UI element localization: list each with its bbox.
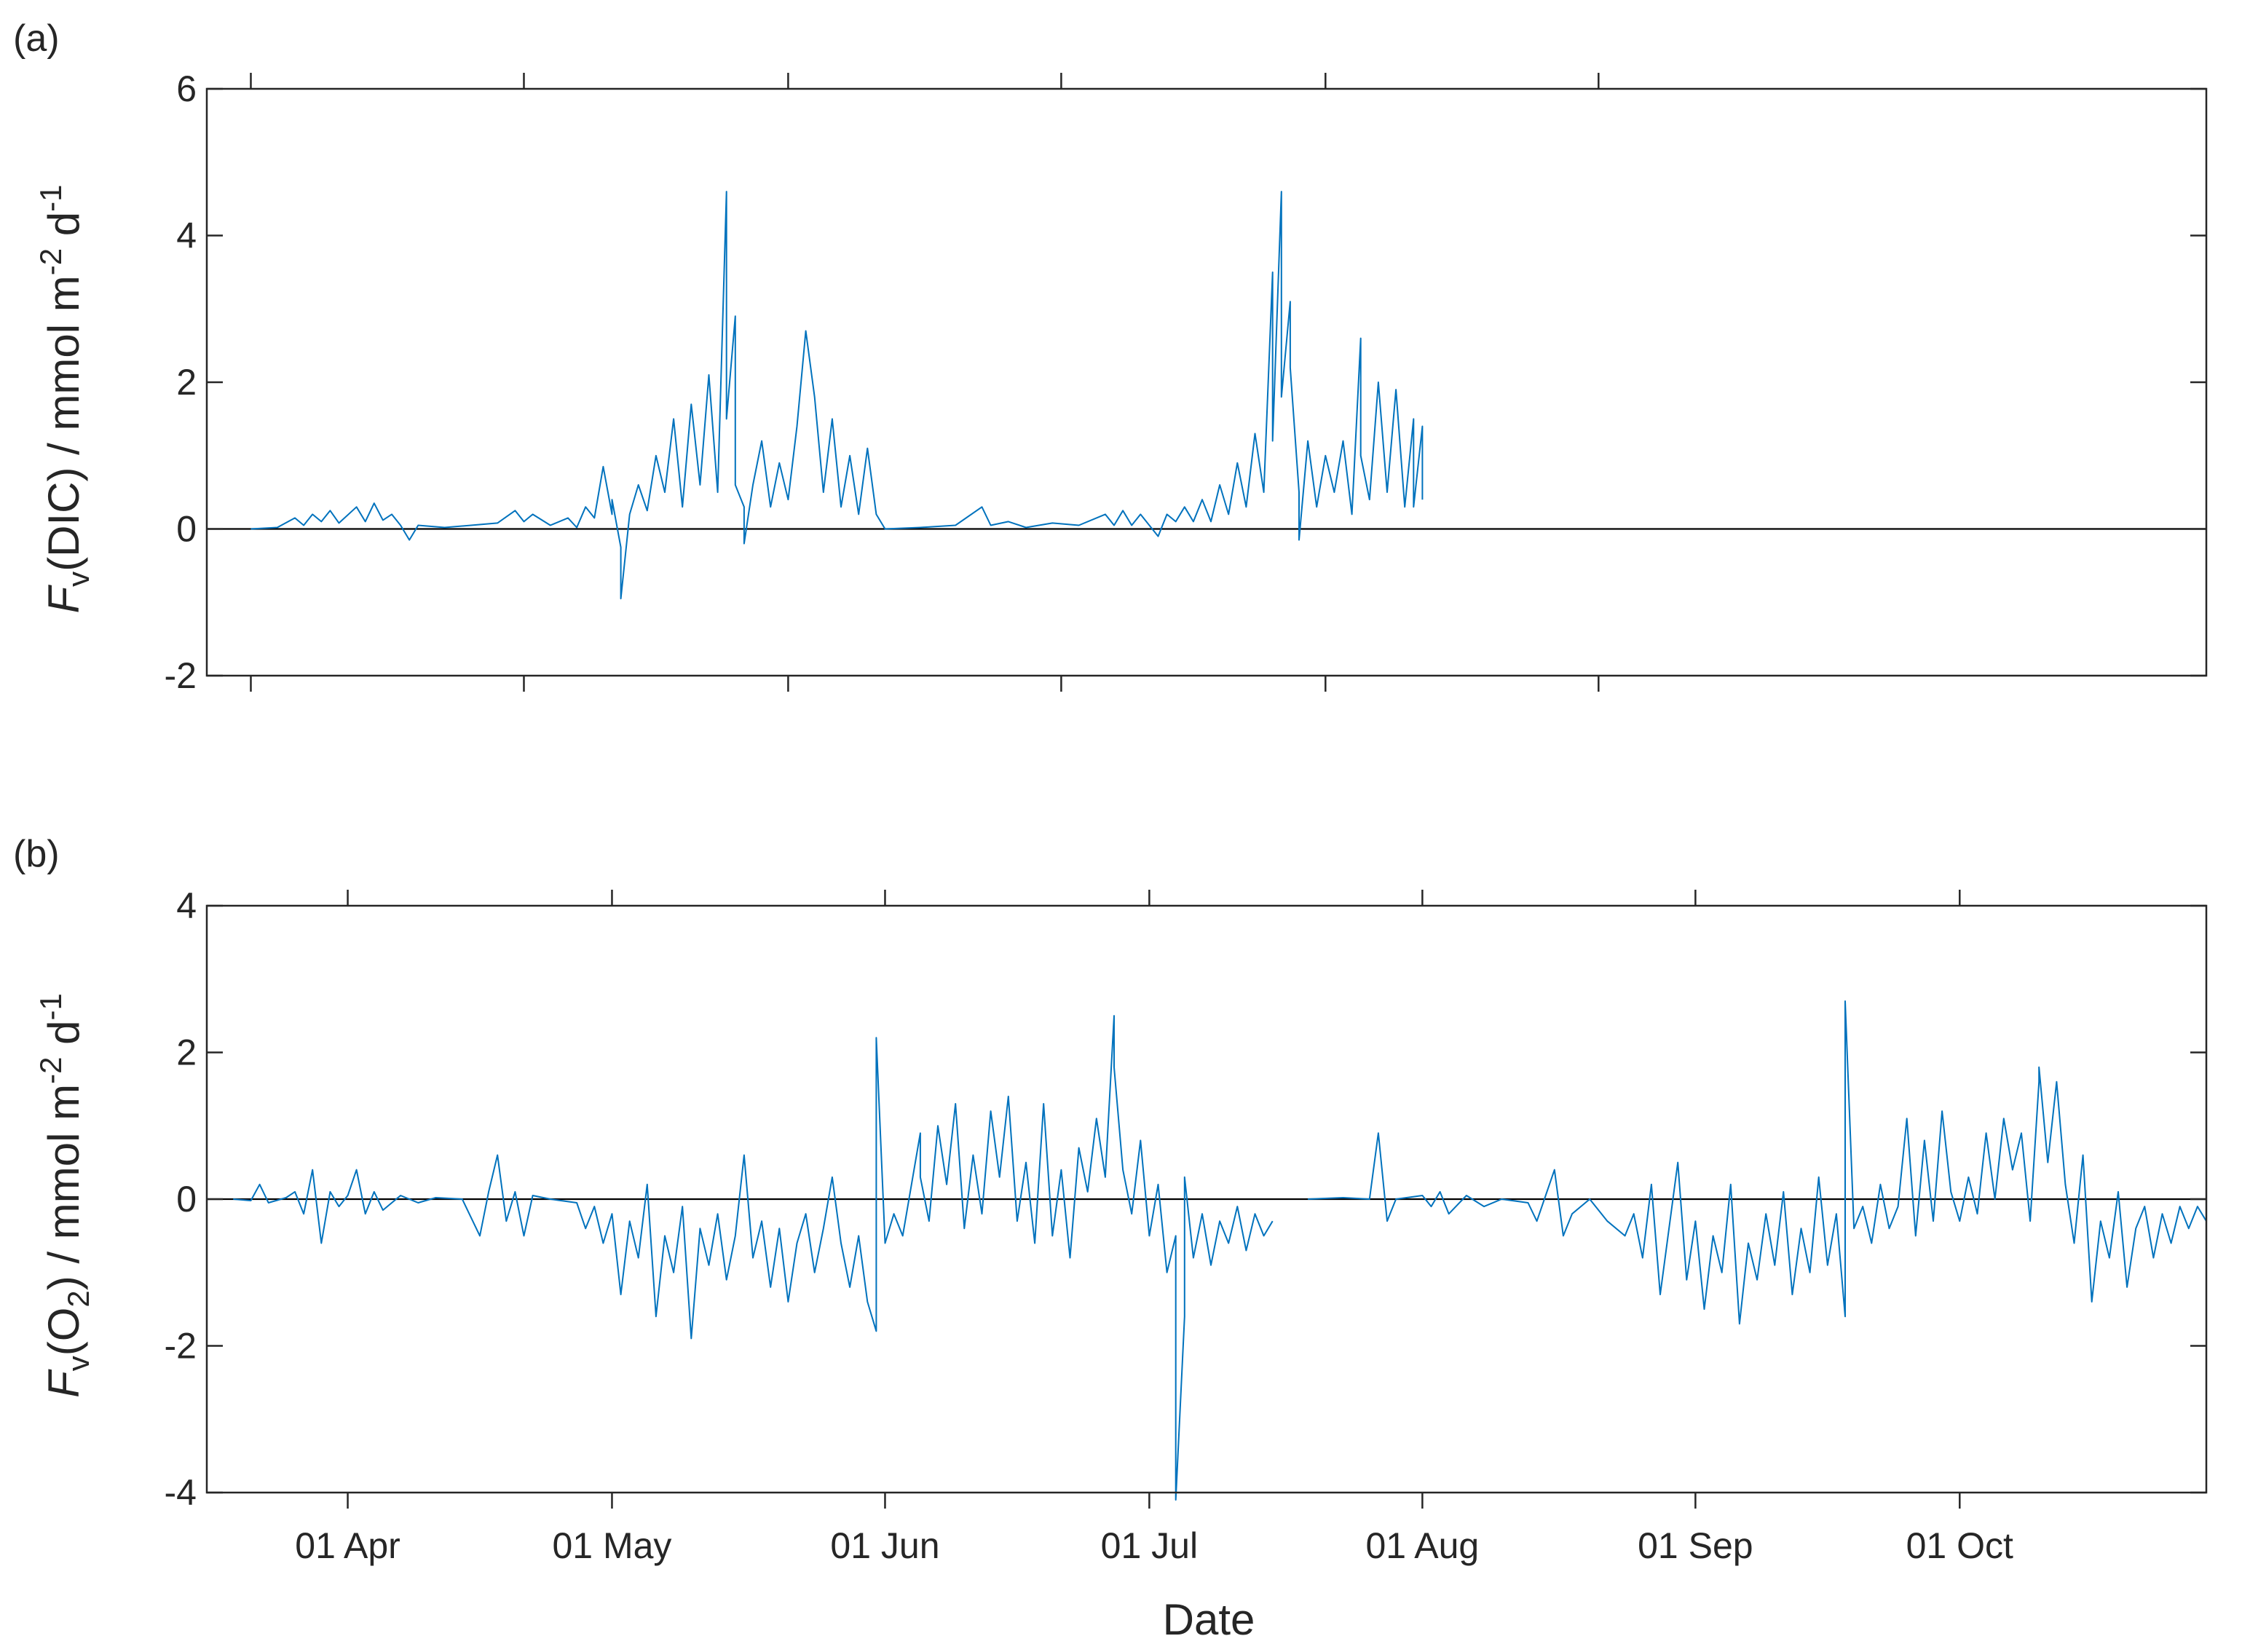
panel-a-axes-frame: [205, 87, 2208, 677]
panel-a-y-tick-label: 0: [176, 509, 197, 550]
panel-a-ylabel-unit-pre: / mmol m: [39, 275, 88, 467]
panel-b-ylabel-sup2: -1: [33, 993, 68, 1020]
panel-b-x-tick-label: 01 Jul: [1101, 1525, 1198, 1566]
panel-b-label: (b): [13, 833, 60, 875]
panel-b-ylabel-sup1: -2: [33, 1057, 68, 1084]
panel-b-x-tick-label: 01 May: [552, 1525, 671, 1566]
panel-a-y-axis-title: Fv(DIC) / mmol m-2 d-1: [33, 184, 95, 613]
panel-b-ylabel-symbol: F: [39, 1369, 88, 1398]
panel-b-x-tick-label: 01 Apr: [295, 1525, 400, 1566]
panel-b-ylabel-subscript: v: [61, 1356, 95, 1371]
panel-b-ylabel-quantity-pre: (O: [39, 1308, 88, 1356]
panel-a-ylabel-unit-mid: d: [39, 212, 88, 248]
panel-b-y-axis-title: Fv(O2) / mmol m-2 d-1: [33, 993, 95, 1398]
panel-a-ylabel-quantity: (DIC): [39, 467, 88, 572]
panel-a-label: (a): [13, 17, 60, 60]
panel-b-y-tick-label: -4: [165, 1472, 197, 1513]
panel-b-x-tick-label: 01 Aug: [1366, 1525, 1480, 1566]
panel-a-ylabel-subscript: v: [61, 572, 95, 587]
panel-a-ylabel-symbol: F: [39, 585, 88, 614]
panel-b-y-tick-label: -2: [165, 1326, 197, 1367]
panel-a-y-tick-label: 2: [176, 362, 197, 403]
panel-a-y-tick-label: 6: [176, 68, 197, 109]
panel-b-y-tick-label: 0: [176, 1179, 197, 1220]
panel-b-x-axis-title: Date: [1163, 1595, 1255, 1644]
panel-b-series-line-0: [233, 1000, 2207, 1501]
panel-a-y-tick-label: -2: [165, 655, 197, 696]
panel-a-ylabel-sup2: -1: [33, 184, 68, 211]
panel-b-o2-flux-chart: (b) Fv(O2) / mmol m-2 d-1 Date -4-202401…: [13, 833, 2208, 1644]
panel-a-y-tick-label: 4: [176, 216, 197, 256]
panel-b-x-tick-label: 01 Jun: [830, 1525, 939, 1566]
panel-a-ylabel-sup1: -2: [33, 248, 68, 275]
panel-b-y-tick-label: 4: [176, 885, 197, 926]
panel-b-y-tick-label: 2: [176, 1032, 197, 1073]
panel-b-ylabel-unit-mid: d: [39, 1020, 88, 1056]
panel-b-ylabel-quantity-post: ): [39, 1276, 88, 1290]
panel-b-ylabel-unit-pre: / mmol m: [39, 1084, 88, 1276]
panel-b-x-tick-label: 01 Sep: [1638, 1525, 1753, 1566]
panel-b-x-tick-label: 01 Oct: [1906, 1525, 2013, 1566]
panel-a-series-line-0: [250, 191, 1424, 600]
panel-b-ylabel-quantity-sub: 2: [61, 1290, 95, 1307]
